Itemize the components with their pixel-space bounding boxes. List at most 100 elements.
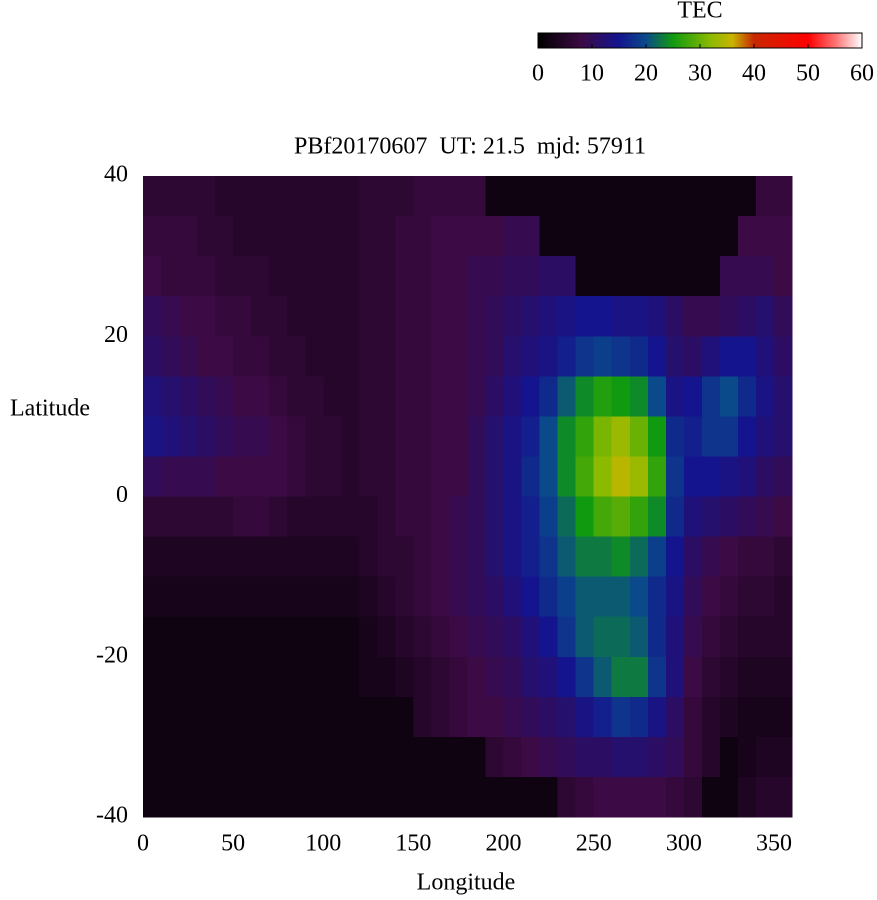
heat-cell — [557, 496, 577, 538]
heat-cell — [593, 536, 613, 578]
heat-cell — [341, 616, 360, 658]
heat-cell — [233, 176, 252, 217]
heat-cell — [287, 496, 306, 538]
heat-cell — [467, 656, 487, 698]
heat-cell — [467, 416, 487, 457]
heat-cell — [215, 296, 234, 337]
heat-cell — [485, 456, 505, 497]
heat-cell — [521, 296, 541, 337]
heat-cell — [683, 456, 703, 497]
heat-cell — [467, 736, 487, 778]
heat-cell — [485, 216, 505, 257]
y-tick-label: 20 — [104, 322, 128, 348]
heat-cell — [215, 416, 234, 457]
heat-cell — [323, 216, 342, 257]
y-tick-label: 40 — [104, 162, 128, 188]
heat-cell — [449, 336, 468, 377]
y-tick-label: -20 — [96, 642, 128, 668]
heat-cell — [647, 656, 667, 698]
heat-cell — [413, 456, 432, 497]
heat-cell — [143, 256, 162, 297]
heat-cell — [467, 456, 487, 497]
heat-cell — [701, 296, 721, 337]
heat-cell — [143, 736, 162, 778]
heat-cell — [269, 416, 288, 457]
heat-cell — [557, 736, 577, 778]
heat-cell — [539, 536, 559, 578]
heat-cell — [323, 576, 342, 618]
heat-cell — [683, 656, 703, 698]
heat-cell — [215, 736, 234, 778]
heat-cell — [395, 496, 414, 538]
heat-cell — [611, 336, 631, 377]
heat-cell — [611, 576, 631, 618]
heat-cell — [269, 656, 288, 698]
heat-cell — [647, 456, 667, 497]
heat-cell — [251, 696, 270, 738]
heat-cell — [773, 616, 793, 658]
heat-cell — [377, 696, 396, 738]
heat-cell — [431, 376, 450, 417]
heat-cell — [557, 696, 577, 738]
heat-cell — [665, 296, 685, 337]
heat-cell — [143, 616, 162, 658]
heat-cell — [269, 296, 288, 337]
heat-cell — [251, 296, 270, 337]
heat-cell — [629, 576, 649, 618]
heat-cell — [179, 496, 198, 538]
heat-cell — [701, 416, 721, 457]
heat-cell — [719, 416, 739, 457]
heat-cell — [359, 216, 378, 257]
heat-cell — [395, 776, 414, 818]
heat-cell — [611, 416, 631, 457]
heat-cell — [143, 216, 162, 257]
heat-cell — [593, 416, 613, 457]
heat-cell — [233, 416, 252, 457]
heat-cell — [485, 416, 505, 457]
heat-cell — [449, 176, 468, 217]
heat-cell — [197, 736, 216, 778]
heat-cell — [467, 376, 487, 417]
heat-cell — [377, 656, 396, 698]
heat-cell — [629, 696, 649, 738]
heat-cell — [359, 336, 378, 377]
heat-cell — [341, 336, 360, 377]
heat-cell — [215, 216, 234, 257]
heat-cell — [413, 656, 432, 698]
heat-cell — [323, 256, 342, 297]
heat-cell — [611, 656, 631, 698]
heat-cell — [539, 416, 559, 457]
heat-cell — [629, 336, 649, 377]
heat-cell — [557, 656, 577, 698]
heat-cell — [593, 256, 613, 297]
heat-cell — [737, 416, 757, 457]
heat-cell — [701, 176, 721, 217]
y-axis-label: Latitude — [10, 396, 90, 422]
heat-cell — [611, 176, 631, 217]
heat-cell — [413, 376, 432, 417]
x-axis-label: Longitude — [417, 870, 516, 896]
heat-cell — [305, 256, 324, 297]
heat-cell — [701, 496, 721, 538]
heat-cell — [179, 456, 198, 497]
heat-cell — [197, 256, 216, 297]
heat-cell — [521, 416, 541, 457]
heat-cell — [359, 376, 378, 417]
x-tick-label: 50 — [221, 831, 245, 857]
x-tick-label: 100 — [305, 831, 341, 857]
heat-cell — [323, 376, 342, 417]
heat-cell — [719, 576, 739, 618]
heat-cell — [503, 616, 523, 658]
heat-cell — [503, 216, 523, 257]
heat-cell — [305, 776, 324, 818]
heat-cell — [287, 536, 306, 578]
heat-cell — [287, 656, 306, 698]
heat-cell — [197, 496, 216, 538]
heat-cell — [557, 576, 577, 618]
heat-cell — [737, 536, 757, 578]
heat-cell — [485, 536, 505, 578]
heat-cell — [395, 456, 414, 497]
heat-cell — [413, 256, 432, 297]
heat-cell — [449, 576, 468, 618]
